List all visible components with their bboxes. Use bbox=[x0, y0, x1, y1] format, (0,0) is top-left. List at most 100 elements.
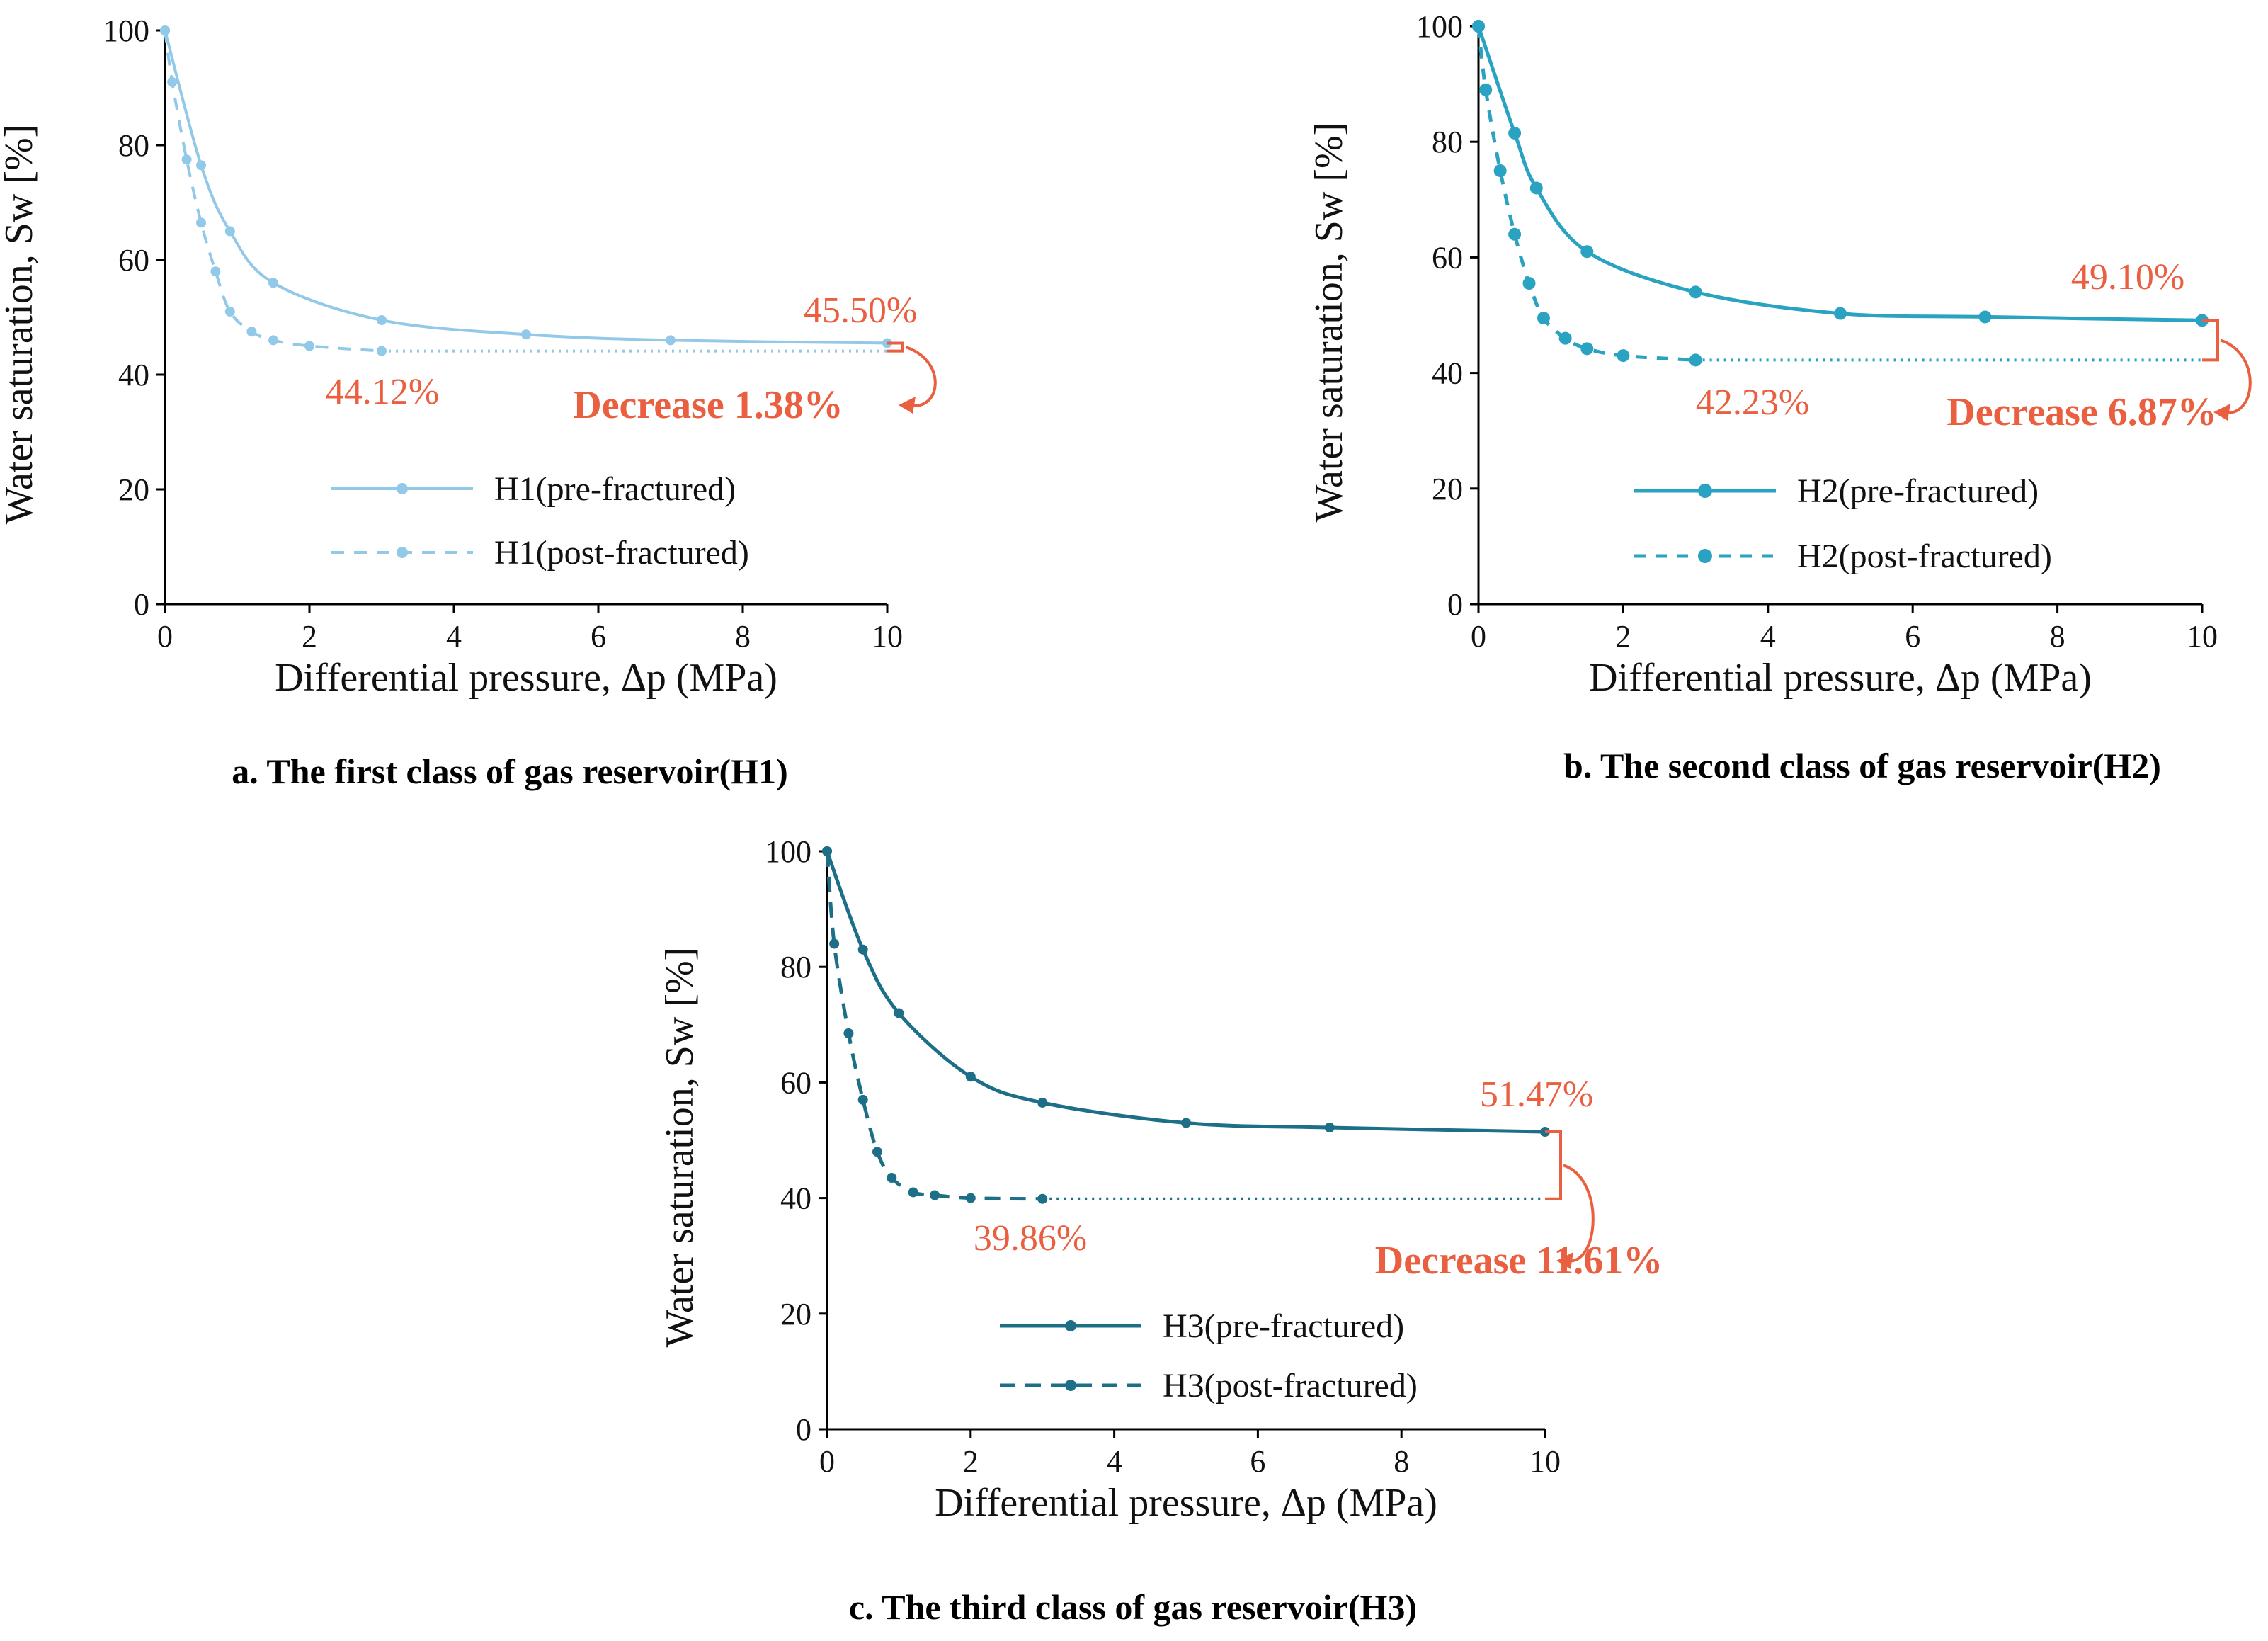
chart2-post-point bbox=[1493, 164, 1507, 177]
chart2-y-tick-label: 60 bbox=[1432, 240, 1463, 275]
chart3-pre-point bbox=[857, 944, 868, 955]
chart3-pre-end-label: 51.47% bbox=[1480, 1074, 1593, 1115]
chart1-x-tick-label: 2 bbox=[302, 619, 317, 654]
chart3-post-point bbox=[887, 1173, 897, 1183]
chart1-y-tick-label: 60 bbox=[118, 243, 149, 278]
chart3-x-tick-label: 2 bbox=[963, 1444, 979, 1479]
chart3-x-tick-label: 10 bbox=[1529, 1444, 1561, 1479]
chart2-y-tick-label: 80 bbox=[1432, 125, 1463, 159]
chart3-pre-point bbox=[894, 1008, 904, 1018]
chart1-y-tick-label: 0 bbox=[134, 587, 149, 622]
chart1-post-point bbox=[181, 154, 192, 165]
chart1-pre-end-label: 45.50% bbox=[804, 290, 917, 331]
caption-h3: c. The third class of gas reservoir(H3) bbox=[848, 1587, 1418, 1627]
chart2-x-tick-label: 8 bbox=[2050, 619, 2065, 654]
chart3-x-tick-label: 0 bbox=[819, 1444, 835, 1479]
chart2-y-tick-label: 100 bbox=[1416, 9, 1463, 44]
chart2-decrease-arrowhead bbox=[2213, 404, 2230, 421]
chart1-post-point bbox=[160, 25, 170, 35]
chart1-post-point bbox=[224, 306, 235, 317]
caption-h1: a. The first class of gas reservoir(H1) bbox=[232, 751, 788, 791]
chart3-y-tick-label: 0 bbox=[796, 1412, 811, 1447]
chart2-post-point bbox=[1537, 312, 1550, 325]
chart3-legend-post-marker bbox=[1065, 1380, 1076, 1391]
chart-panel-h1: 0 2 4 6 8 10 0 20 40 60 80 100 Differential pressure… bbox=[0, 0, 1133, 800]
chart1-legend-pre-label: H1(pre-fractured) bbox=[494, 470, 736, 508]
chart2-post-point bbox=[1508, 227, 1522, 241]
chart3-x-tick-label: 8 bbox=[1394, 1444, 1409, 1479]
chart2-pre-point bbox=[1580, 245, 1594, 259]
chart1-pre-point bbox=[196, 160, 206, 171]
chart3-legend-pre-label: H3(pre-fractured) bbox=[1163, 1307, 1404, 1345]
chart2-post-point bbox=[1580, 342, 1594, 356]
chart3-post-point bbox=[872, 1147, 882, 1157]
chart2-decrease-bracket bbox=[2202, 319, 2219, 362]
chart3-post-point bbox=[930, 1190, 940, 1200]
chart1-y-axis-label: Water saturation, Sw [%] bbox=[0, 125, 41, 525]
chart2-post-point bbox=[1617, 349, 1630, 363]
chart2-x-tick-label: 4 bbox=[1760, 619, 1776, 654]
chart1-decrease-label: Decrease 1.38% bbox=[573, 383, 843, 427]
chart1-post-point bbox=[246, 327, 257, 337]
chart1-post-point bbox=[268, 335, 278, 346]
chart2-pre-end-label: 49.10% bbox=[2071, 257, 2184, 297]
chart1-decrease-arrow bbox=[905, 346, 937, 407]
chart1-x-tick-label: 10 bbox=[872, 619, 903, 654]
chart1-post-point bbox=[210, 266, 221, 277]
chart3-pre-point bbox=[1181, 1118, 1191, 1128]
chart2-x-axis-label: Differential pressure, Δp (MPa) bbox=[1589, 656, 2092, 700]
chart3-post-point bbox=[965, 1193, 976, 1203]
chart2-post-point bbox=[1558, 331, 1572, 345]
chart1-pre-point bbox=[521, 329, 531, 340]
chart1-x-axis-label: Differential pressure, Δp (MPa) bbox=[275, 656, 777, 700]
chart2-x-tick-label: 0 bbox=[1471, 619, 1486, 654]
chart3-post-point bbox=[822, 846, 832, 856]
chart1-y-tick-label: 40 bbox=[118, 358, 149, 392]
chart2-pre-point bbox=[1689, 285, 1702, 299]
chart1-series-post-line bbox=[164, 30, 382, 353]
chart2-post-point bbox=[1479, 83, 1493, 96]
chart1-decrease-bracket bbox=[887, 341, 904, 353]
chart3-series-post-line bbox=[825, 851, 1043, 1201]
chart2-legend-post-marker bbox=[1698, 549, 1712, 563]
chart3-post-point bbox=[857, 1094, 868, 1105]
chart2-y-tick-label: 40 bbox=[1432, 356, 1463, 391]
chart3-legend-pre-marker bbox=[1065, 1320, 1076, 1331]
chart3-post-point bbox=[1037, 1193, 1048, 1204]
chart3-post-end-label: 39.86% bbox=[974, 1218, 1087, 1259]
chart2-post-point bbox=[1689, 353, 1702, 367]
chart3-pre-point bbox=[1037, 1097, 1048, 1108]
chart2-decrease-label: Decrease 6.87% bbox=[1947, 390, 2217, 434]
chart3-series-pre-line bbox=[825, 851, 1546, 1134]
chart3-y-tick-label: 40 bbox=[780, 1181, 811, 1216]
chart3-post-point bbox=[829, 938, 840, 949]
chart3-decrease-label: Decrease 11.61% bbox=[1375, 1239, 1663, 1283]
chart1-pre-point bbox=[268, 278, 278, 288]
chart2-pre-point bbox=[1529, 181, 1543, 195]
chart2-pre-point bbox=[1508, 126, 1522, 140]
chart3-pre-point bbox=[1324, 1123, 1335, 1133]
chart2-post-point bbox=[1472, 20, 1485, 33]
chart1-legend-post-marker bbox=[397, 547, 408, 558]
chart3-x-tick-label: 4 bbox=[1107, 1444, 1122, 1479]
chart1-x-tick-label: 6 bbox=[591, 619, 606, 654]
chart3-y-tick-label: 20 bbox=[780, 1297, 811, 1331]
chart1-x-tick-label: 0 bbox=[157, 619, 173, 654]
chart2-x-tick-label: 2 bbox=[1615, 619, 1631, 654]
chart3-x-tick-label: 6 bbox=[1250, 1444, 1265, 1479]
chart1-post-point bbox=[167, 76, 178, 87]
chart1-y-tick-label: 80 bbox=[118, 128, 149, 163]
chart1-post-point bbox=[304, 341, 314, 351]
chart1-pre-point bbox=[224, 226, 235, 237]
chart3-decrease-arrowhead bbox=[1556, 1252, 1573, 1269]
chart1-post-point bbox=[196, 217, 206, 228]
chart1-x-tick-label: 8 bbox=[735, 619, 751, 654]
chart1-x-tick-label: 4 bbox=[446, 619, 462, 654]
chart2-y-axis-label: Water saturation, Sw [%] bbox=[1307, 123, 1351, 523]
chart-panel-h3: 0 2 4 6 8 10 0 20 40 60 80 100 Differential pressure… bbox=[637, 814, 1699, 1601]
chart2-pre-point bbox=[1978, 310, 1992, 324]
chart2-x-tick-label: 6 bbox=[1905, 619, 1920, 654]
